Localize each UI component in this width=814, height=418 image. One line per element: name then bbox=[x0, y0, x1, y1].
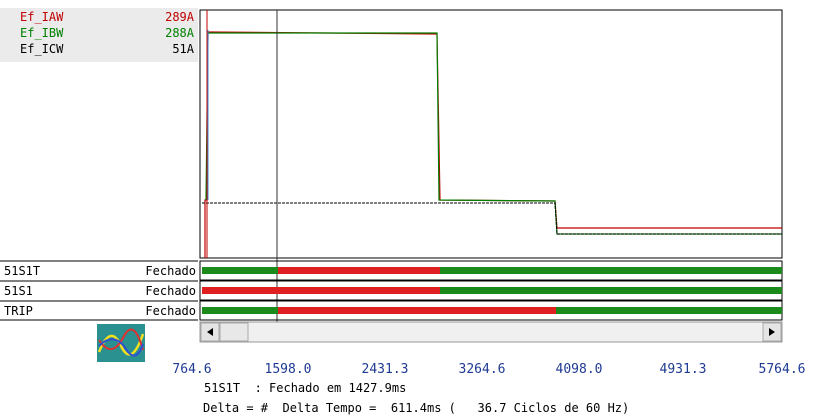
plot-area bbox=[199, 9, 783, 259]
digital-name: 51S1 bbox=[4, 284, 33, 298]
time-label: 3264.6 bbox=[459, 362, 506, 377]
channel-name: Ef_ICW bbox=[20, 42, 64, 56]
time-label: 2431.3 bbox=[362, 362, 409, 377]
channel-value: 289A bbox=[165, 10, 195, 24]
time-label: 4098.0 bbox=[556, 362, 603, 377]
channel-name: Ef_IAW bbox=[20, 10, 64, 24]
status-line: 51S1T : Fechado em 1427.9ms bbox=[204, 381, 406, 395]
trace-icw bbox=[202, 202, 782, 235]
time-label: 4931.3 bbox=[660, 362, 707, 377]
scrollbar[interactable] bbox=[199, 321, 783, 343]
digital-state: Fechado bbox=[145, 264, 196, 278]
status-line: Delta = # Delta Tempo = 611.4ms ( 36.7 C… bbox=[203, 401, 629, 415]
channel-value: 288A bbox=[165, 26, 195, 40]
time-label: 5764.6 bbox=[759, 362, 806, 377]
digital-bars bbox=[199, 260, 783, 321]
channel-value: 51A bbox=[172, 42, 194, 56]
channel-name: Ef_IBW bbox=[20, 26, 64, 40]
time-label: 764.6 bbox=[172, 362, 211, 377]
time-label: 1598.0 bbox=[265, 362, 312, 377]
digital-state: Fechado bbox=[145, 304, 196, 318]
digital-name: 51S1T bbox=[4, 264, 40, 278]
digital-state: Fechado bbox=[145, 284, 196, 298]
app-icon bbox=[97, 324, 145, 362]
digital-name: TRIP bbox=[4, 304, 33, 318]
channel-panel bbox=[0, 8, 198, 62]
